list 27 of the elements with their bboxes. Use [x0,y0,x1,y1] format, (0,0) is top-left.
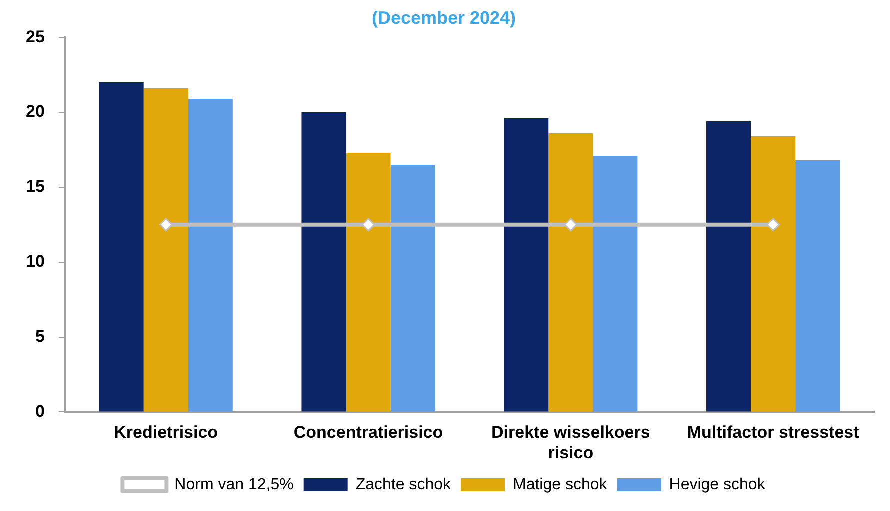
bar [188,99,233,412]
y-tick-label: 5 [35,326,45,346]
bar [99,82,144,412]
legend-label: Matige schok [513,476,608,494]
bar [751,136,796,412]
bar [548,134,594,412]
legend-label: Hevige schok [669,476,766,494]
bar [346,152,391,412]
bar [504,118,549,412]
x-tick-label: Multifactor stresstest [687,423,860,442]
y-tick-label: 0 [35,402,45,421]
x-tick-label: Kredietrisico [114,423,218,442]
bar [593,156,638,412]
x-tick-label: Concentratierisico [294,423,444,442]
bar [796,160,840,412]
bar [144,88,188,412]
y-tick-label: 15 [26,177,45,196]
x-tick-label: Direkte wisselkoers risico [492,423,650,462]
y-tick-label: 10 [26,252,45,272]
legend-label: Zachte schok [356,476,452,494]
bar [390,164,436,412]
y-tick-label: 25 [26,27,45,46]
chart-title: (December 2024) [372,8,516,28]
bar [706,122,752,412]
y-tick-label: 20 [26,102,45,122]
legend-label: Norm van 12,5% [174,476,294,494]
bar [302,112,346,412]
